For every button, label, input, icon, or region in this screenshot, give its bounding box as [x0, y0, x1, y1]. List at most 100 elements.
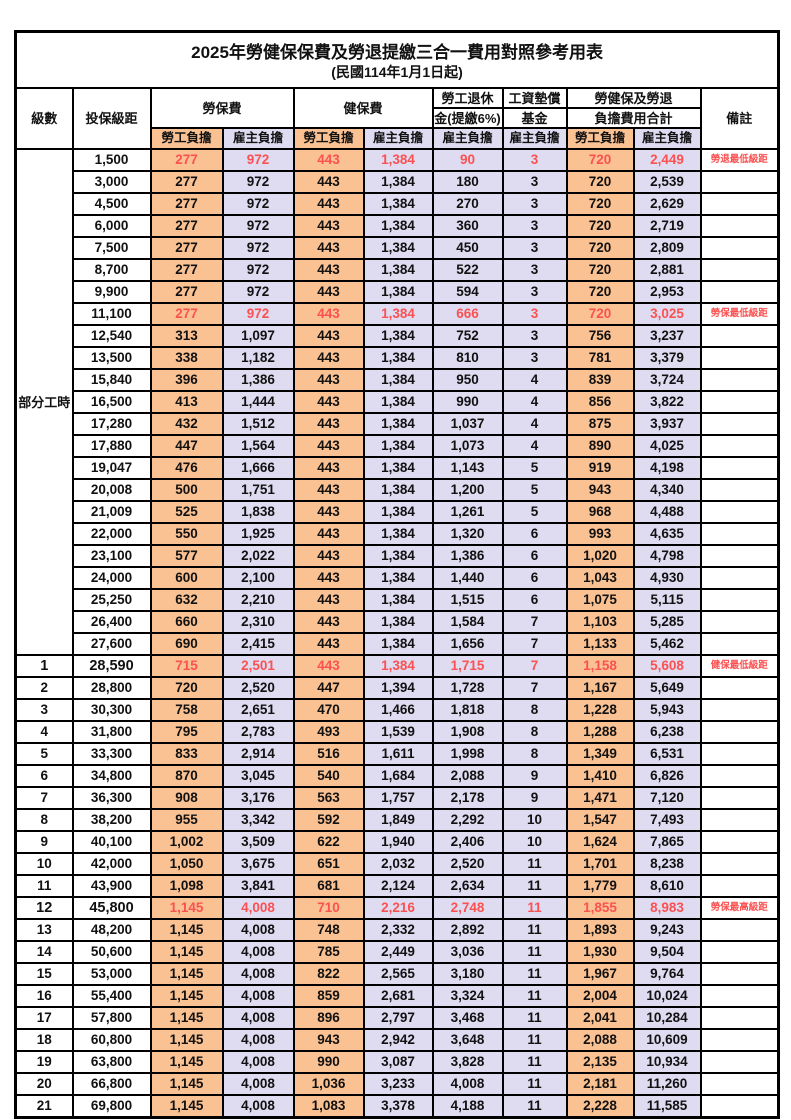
- cell-level: 3: [14, 698, 74, 722]
- cell-health-fee-employee: 443: [292, 170, 365, 194]
- cell-wage-fund-employer: 4: [501, 368, 568, 392]
- cell-total-employer: 5,115: [632, 588, 702, 612]
- cell-labor-fee-employee: 1,145: [149, 1072, 224, 1096]
- cell-wage-fund-employer: 5: [501, 500, 568, 524]
- cell-wage-fund-employer: 4: [501, 412, 568, 436]
- cell-total-employer: 11,260: [632, 1072, 702, 1096]
- cell-health-fee-employee: 1,083: [292, 1094, 365, 1119]
- table-row: 19,047 476 1,666 443 1,384 1,143 5 919 4,198: [16, 456, 780, 480]
- cell-labor-fee-employee: 476: [149, 456, 224, 480]
- header-row-2: 金(提繳6%) 基金 負擔費用合計: [16, 107, 779, 129]
- cell-total-employer: 3,937: [632, 412, 702, 436]
- cell-wage-fund-employer: 11: [501, 852, 568, 876]
- cell-labor-fee-employee: 277: [149, 214, 224, 238]
- cell-remark: [699, 984, 780, 1008]
- cell-health-fee-employer: 1,611: [362, 742, 434, 766]
- cell-labor-fee-employee: 1,050: [149, 852, 224, 876]
- cell-labor-fee-employer: 972: [221, 148, 295, 172]
- table-row: 10 42,000 1,050 3,675 651 2,032 2,520 11 1,701 8,…: [14, 852, 780, 876]
- table-row: 9,900 277 972 443 1,384 594 3 720 2,953: [16, 280, 780, 304]
- title-row: 2025年勞健保保費及勞退提繳三合一費用對照參考用表 (民國114年1月1日起): [14, 30, 780, 89]
- cell-pension-employer: 1,073: [431, 434, 504, 458]
- cell-labor-fee-employer: 4,008: [221, 984, 295, 1008]
- cell-health-fee-employee: 447: [292, 676, 365, 700]
- cell-labor-fee-employer: 3,509: [221, 830, 295, 854]
- cell-total-employer: 10,284: [632, 1006, 702, 1030]
- cell-total-employee: 720: [565, 258, 635, 282]
- cell-health-fee-employee: 822: [292, 962, 365, 986]
- cell-total-employee: 1,288: [565, 720, 635, 744]
- cell-health-fee-employer: 1,384: [362, 478, 434, 502]
- cell-wage-fund-employer: 3: [501, 324, 568, 348]
- table-row: 7 36,300 908 3,176 563 1,757 2,178 9 1,471 7,120: [14, 786, 780, 810]
- cell-remark: [699, 610, 780, 634]
- cell-insured-bracket: 36,300: [71, 786, 152, 810]
- cell-insured-bracket: 16,500: [71, 390, 152, 414]
- table-row: 6 34,800 870 3,045 540 1,684 2,088 9 1,410 6,826: [14, 764, 780, 788]
- cell-labor-fee-employee: 715: [149, 654, 224, 678]
- cell-pension-employer: 2,748: [431, 896, 504, 920]
- cell-health-fee-employer: 2,449: [362, 940, 434, 964]
- cell-remark: [699, 170, 780, 194]
- cell-insured-bracket: 23,100: [71, 544, 152, 568]
- cell-pension-employer: 3,648: [431, 1028, 504, 1052]
- table-row: 17,280 432 1,512 443 1,384 1,037 4 875 3,937: [16, 412, 780, 436]
- cell-health-fee-employer: 1,384: [362, 610, 434, 634]
- cell-health-fee-employee: 748: [292, 918, 365, 942]
- col-header-level: 級數: [14, 87, 74, 150]
- cell-pension-employer: 666: [431, 302, 504, 326]
- cell-wage-fund-employer: 8: [501, 742, 568, 766]
- cell-level: 13: [14, 918, 74, 942]
- table-row: 15,840 396 1,386 443 1,384 950 4 839 3,724: [16, 368, 780, 392]
- row-group-label-part-time: 部分工時: [14, 148, 74, 656]
- cell-total-employer: 11,585: [632, 1094, 702, 1119]
- cell-wage-fund-employer: 11: [501, 1006, 568, 1030]
- cell-pension-employer: 1,715: [431, 654, 504, 678]
- cell-health-fee-employer: 1,384: [362, 654, 434, 678]
- cell-remark: [699, 1050, 780, 1074]
- cell-total-employer: 6,238: [632, 720, 702, 744]
- cell-total-employee: 720: [565, 192, 635, 216]
- cell-labor-fee-employee: 720: [149, 676, 224, 700]
- cell-labor-fee-employee: 690: [149, 632, 224, 656]
- cell-level: 5: [14, 742, 74, 766]
- cell-labor-fee-employer: 972: [221, 236, 295, 260]
- cell-pension-employer: 1,998: [431, 742, 504, 766]
- table-row: 2 28,800 720 2,520 447 1,394 1,728 7 1,167 5,649: [14, 676, 780, 700]
- cell-labor-fee-employer: 2,210: [221, 588, 295, 612]
- fee-reference-sheet: 2025年勞健保保費及勞退提繳三合一費用對照參考用表 (民國114年1月1日起)…: [14, 30, 781, 1119]
- table-row: 20,008 500 1,751 443 1,384 1,200 5 943 4,340: [16, 478, 780, 502]
- cell-remark: [699, 786, 780, 810]
- cell-remark: [699, 830, 780, 854]
- cell-total-employer: 8,983: [632, 896, 702, 920]
- cell-wage-fund-employer: 10: [501, 830, 568, 854]
- cell-insured-bracket: 45,800: [71, 896, 152, 920]
- cell-insured-bracket: 25,250: [71, 588, 152, 612]
- col-header-bracket: 投保級距: [71, 87, 152, 150]
- cell-remark: [699, 478, 780, 502]
- cell-total-employer: 3,237: [632, 324, 702, 348]
- cell-level: 15: [14, 962, 74, 986]
- cell-remark: [699, 1006, 780, 1030]
- cell-pension-employer: 1,261: [431, 500, 504, 524]
- cell-insured-bracket: 55,400: [71, 984, 152, 1008]
- cell-wage-fund-employer: 3: [501, 302, 568, 326]
- cell-health-fee-employee: 785: [292, 940, 365, 964]
- cell-level: 21: [14, 1094, 74, 1119]
- cell-health-fee-employee: 443: [292, 456, 365, 480]
- cell-remark: [699, 720, 780, 744]
- cell-wage-fund-employer: 7: [501, 610, 568, 634]
- table-row: 21 69,800 1,145 4,008 1,083 3,378 4,188 11 2,228…: [14, 1094, 780, 1119]
- cell-labor-fee-employer: 2,783: [221, 720, 295, 744]
- cell-total-employee: 1,855: [565, 896, 635, 920]
- cell-health-fee-employer: 1,384: [362, 258, 434, 282]
- table-row: 6,000 277 972 443 1,384 360 3 720 2,719: [16, 214, 780, 238]
- cell-labor-fee-employer: 4,008: [221, 896, 295, 920]
- cell-total-employer: 7,493: [632, 808, 702, 832]
- cell-remark: [699, 412, 780, 436]
- cell-health-fee-employee: 443: [292, 610, 365, 634]
- table-row: 12,540 313 1,097 443 1,384 752 3 756 3,237: [16, 324, 780, 348]
- cell-level: 19: [14, 1050, 74, 1074]
- cell-remark: [699, 214, 780, 238]
- table-row: 20 66,800 1,145 4,008 1,036 3,233 4,008 11 2,181…: [14, 1072, 780, 1096]
